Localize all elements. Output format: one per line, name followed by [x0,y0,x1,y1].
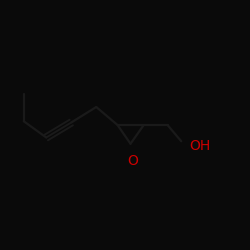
Text: O: O [127,154,138,168]
Text: OH: OH [189,139,210,153]
